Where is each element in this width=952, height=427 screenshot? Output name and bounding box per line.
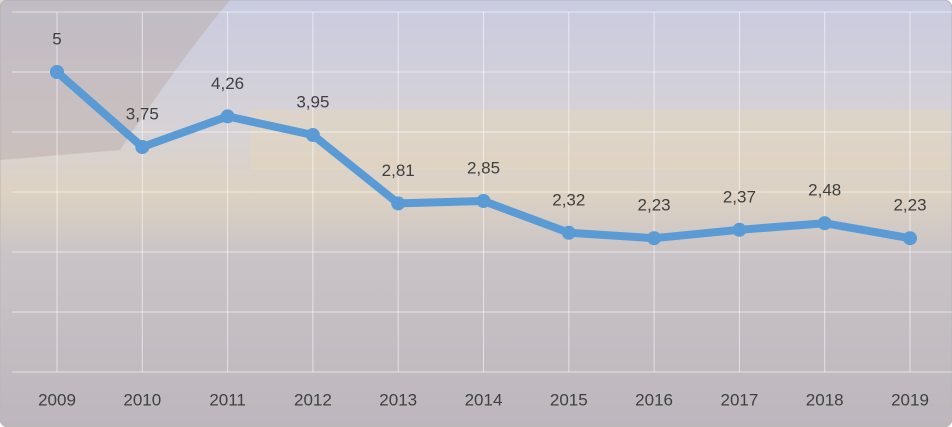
point bbox=[221, 109, 235, 123]
point bbox=[903, 231, 917, 245]
point bbox=[391, 196, 405, 210]
x-tick-label: 2012 bbox=[294, 390, 332, 409]
data-label: 2,32 bbox=[552, 190, 585, 209]
point bbox=[647, 231, 661, 245]
data-label: 3,75 bbox=[126, 104, 159, 123]
x-tick-label: 2010 bbox=[123, 390, 161, 409]
data-label: 2,48 bbox=[808, 181, 841, 200]
data-label: 2,85 bbox=[467, 158, 500, 177]
x-tick-label: 2014 bbox=[465, 390, 503, 409]
point bbox=[50, 65, 64, 79]
data-label: 5 bbox=[52, 29, 61, 48]
point bbox=[732, 223, 746, 237]
x-tick-label: 2019 bbox=[891, 390, 929, 409]
data-label: 2,37 bbox=[723, 187, 756, 206]
point bbox=[477, 194, 491, 208]
point bbox=[562, 226, 576, 240]
x-tick-label: 2009 bbox=[38, 390, 76, 409]
data-label: 2,23 bbox=[893, 196, 926, 215]
background-buildings bbox=[250, 110, 950, 170]
x-tick-label: 2017 bbox=[720, 390, 758, 409]
data-label: 4,26 bbox=[211, 74, 244, 93]
point bbox=[135, 140, 149, 154]
x-tick-label: 2011 bbox=[209, 390, 246, 409]
x-tick-label: 2013 bbox=[379, 390, 417, 409]
x-tick-label: 2016 bbox=[635, 390, 673, 409]
x-tick-label: 2018 bbox=[806, 390, 844, 409]
data-label: 2,23 bbox=[638, 196, 671, 215]
data-label: 2,81 bbox=[382, 161, 415, 180]
data-label: 3,95 bbox=[296, 92, 329, 111]
point bbox=[306, 128, 320, 142]
x-tick-label: 2015 bbox=[550, 390, 588, 409]
chart: 2009 2010 2011 2012 2013 2014 2015 2016 2017 2018… bbox=[0, 0, 952, 427]
point bbox=[818, 216, 832, 230]
